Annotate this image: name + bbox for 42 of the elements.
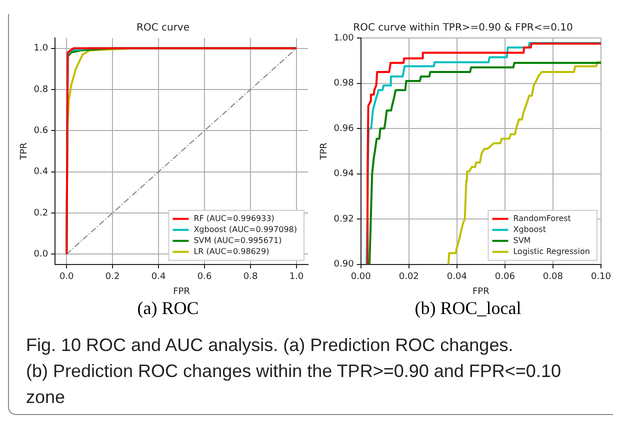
x-tick-label: 0.08 — [542, 272, 564, 282]
y-tick-label: 1.00 — [334, 33, 354, 44]
y-tick-label: 0.8 — [34, 84, 48, 95]
x-tick-label: 0.8 — [243, 272, 258, 282]
y-tick-label: 0.98 — [334, 78, 354, 89]
legend-label: LR (AUC=0.98629) — [194, 246, 270, 256]
text: (a) ROC — [136, 298, 200, 319]
y-tick-label: 0.4 — [34, 167, 48, 178]
legend-label: Logistic Regression — [513, 246, 590, 256]
y-tick-label: 1.0 — [34, 44, 48, 54]
legend-label: RF (AUC=0.996933) — [194, 214, 274, 223]
legend-label: SVM — [513, 236, 531, 245]
legend-label: RandomForest — [513, 214, 571, 223]
x-tick-label: 0.10 — [590, 272, 612, 282]
y-tick-label: 0.96 — [334, 124, 354, 134]
x-tick-label: 0.02 — [398, 272, 419, 282]
x-tick-label: 0.2 — [105, 272, 120, 282]
y-tick-label: 0.92 — [334, 214, 354, 224]
x-axis-title: FPR — [472, 286, 490, 297]
x-tick-label: 0.00 — [350, 272, 372, 282]
x-tick-label: 0.6 — [197, 272, 212, 282]
legend-label: Xgboost — [513, 224, 546, 234]
x-tick-label: 0.06 — [494, 272, 516, 282]
x-axis-title: FPR — [173, 286, 190, 297]
x-tick-label: 0.0 — [59, 272, 74, 282]
legend-label: Xgboost (AUC=0.997098) — [194, 224, 298, 234]
y-tick-label: 0.90 — [334, 260, 354, 270]
y-axis-title: TPR — [20, 142, 30, 161]
x-tick-label: 1.0 — [289, 272, 304, 282]
x-tick-label: 0.04 — [446, 272, 468, 282]
y-tick-label: 0.0 — [34, 249, 48, 260]
y-tick-label: 0.94 — [334, 169, 354, 180]
y-axis-title: TPR — [320, 142, 330, 161]
text: (b) ROC_local — [414, 298, 522, 319]
x-tick-label: 0.4 — [151, 272, 166, 282]
legend-label: SVM (AUC=0.995671) — [194, 236, 282, 245]
y-tick-label: 0.2 — [34, 208, 48, 218]
chart-title: ROC curve within TPR>=0.90 & FPR<=0.10 — [353, 22, 573, 34]
y-tick-label: 0.6 — [34, 126, 48, 136]
caption: Fig. 10 ROC and AUC analysis. (a) Prediction ROC changes. — [26, 334, 514, 357]
chart-title: ROC curve — [136, 22, 190, 34]
text: (b) Prediction ROC changes within the TPR>=0.90 and FPR<=0.10 zone — [26, 360, 562, 409]
